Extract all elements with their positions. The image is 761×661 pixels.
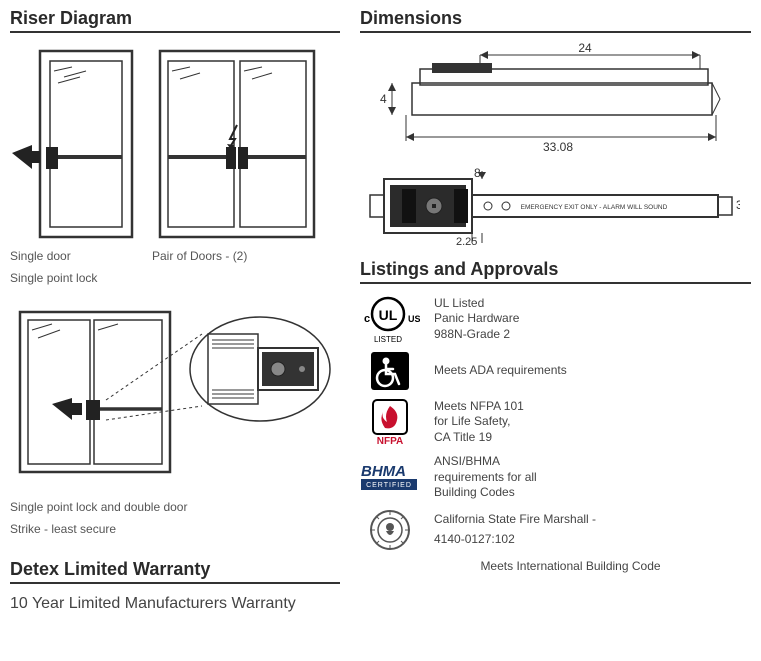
svg-text:c: c <box>364 313 370 325</box>
csfm-line2: 4140-0127:102 <box>434 532 596 548</box>
svg-text:LISTED: LISTED <box>374 335 402 344</box>
svg-text:CERTIFIED: CERTIFIED <box>366 482 412 489</box>
nfpa-icon: NFPA <box>360 398 420 446</box>
svg-text:US: US <box>408 314 420 324</box>
ada-icon <box>360 352 420 390</box>
svg-text:4: 4 <box>380 92 387 106</box>
ibc-text: Meets International Building Code <box>390 559 751 573</box>
dimension-front-view: EMERGENCY EXIT ONLY - ALARM WILL SOUND 8… <box>360 167 751 245</box>
svg-text:BHMA: BHMA <box>361 463 406 480</box>
dimensions-title: Dimensions <box>360 8 751 33</box>
riser-title: Riser Diagram <box>10 8 340 33</box>
csfm-listing-row: California State Fire Marshall - 4140-01… <box>360 509 751 551</box>
bhma-line1: ANSI/BHMA <box>434 454 537 470</box>
csfm-icon <box>360 509 420 551</box>
ul-icon: c UL US LISTED <box>360 294 420 344</box>
pair-door-diagram <box>152 43 322 243</box>
detail-door-block: Single point lock and double door Strike… <box>10 304 340 537</box>
svg-text:EMERGENCY EXIT ONLY - ALARM WI: EMERGENCY EXIT ONLY - ALARM WILL SOUND <box>521 204 668 211</box>
riser-top-row: Single door Single point lock <box>10 43 340 286</box>
svg-text:NFPA: NFPA <box>377 436 403 446</box>
ada-listing-row: Meets ADA requirements <box>360 352 751 390</box>
detail-caption1: Single point lock and double door <box>10 500 340 516</box>
svg-text:3: 3 <box>736 198 740 212</box>
detail-caption2: Strike - least secure <box>10 522 340 538</box>
nfpa-line1: Meets NFPA 101 <box>434 399 524 415</box>
bhma-icon: BHMA CERTIFIED <box>360 462 420 492</box>
ada-text: Meets ADA requirements <box>434 363 567 379</box>
ul-listing-row: c UL US LISTED UL Listed Panic Hardware … <box>360 294 751 344</box>
ul-line2: Panic Hardware <box>434 311 519 327</box>
bhma-listing-row: BHMA CERTIFIED ANSI/BHMA requirements for… <box>360 454 751 501</box>
nfpa-line3: CA Title 19 <box>434 430 524 446</box>
single-door-caption2: Single point lock <box>10 271 140 287</box>
bhma-line2: requirements for all <box>434 470 537 486</box>
detail-door-diagram <box>10 304 340 494</box>
warranty-text: 10 Year Limited Manufacturers Warranty <box>10 594 340 615</box>
csfm-line1: California State Fire Marshall - <box>434 512 596 528</box>
dimension-top-view: 24 4 33.08 <box>360 43 751 153</box>
listings-title: Listings and Approvals <box>360 259 751 284</box>
bhma-line3: Building Codes <box>434 485 537 501</box>
svg-text:UL: UL <box>379 307 398 323</box>
nfpa-listing-row: NFPA Meets NFPA 101 for Life Safety, CA … <box>360 398 751 446</box>
single-door-caption1: Single door <box>10 249 140 265</box>
svg-text:2.25: 2.25 <box>456 236 477 245</box>
pair-door-caption: Pair of Doors - (2) <box>152 249 322 265</box>
svg-text:33.08: 33.08 <box>543 140 573 153</box>
ul-line1: UL Listed <box>434 296 519 312</box>
warranty-title: Detex Limited Warranty <box>10 559 340 584</box>
ul-line3: 988N-Grade 2 <box>434 327 519 343</box>
nfpa-line2: for Life Safety, <box>434 414 524 430</box>
pair-door-block: Pair of Doors - (2) <box>152 43 322 286</box>
single-door-block: Single door Single point lock <box>10 43 140 286</box>
svg-text:24: 24 <box>578 43 592 55</box>
single-door-diagram <box>10 43 140 243</box>
